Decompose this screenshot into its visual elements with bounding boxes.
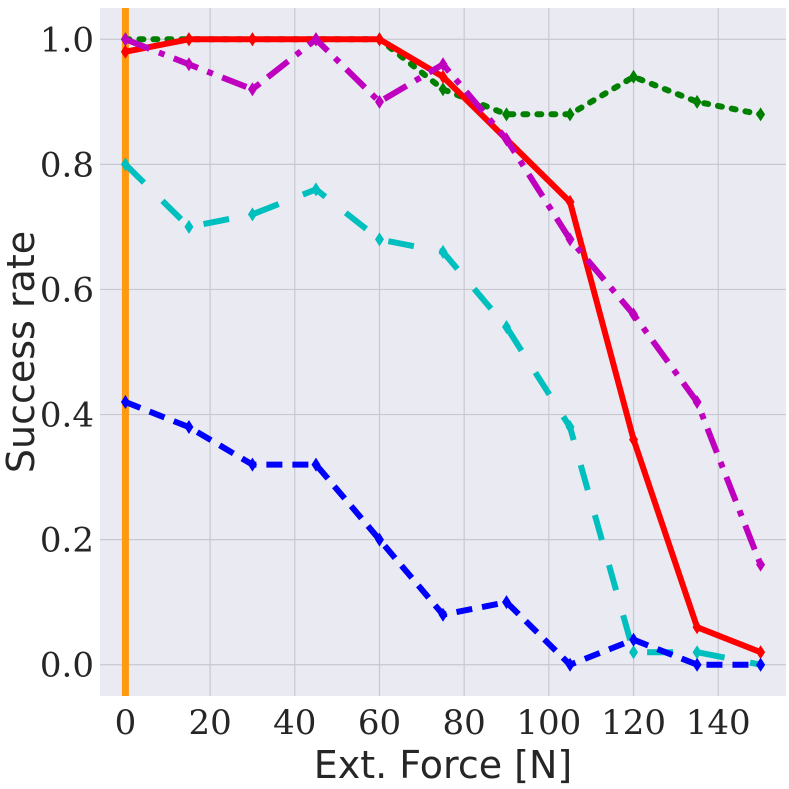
data-point: [565, 194, 575, 209]
data-point: [756, 657, 766, 672]
data-point: [120, 32, 130, 47]
data-point: [502, 595, 512, 610]
data-point: [565, 107, 575, 122]
x-tick-label: 40: [273, 703, 316, 743]
y-tick-labels: 0.0 0.2 0.4 0.6 0.8 1.0: [40, 20, 94, 685]
data-point: [247, 457, 257, 472]
data-point: [120, 157, 130, 172]
data-point: [629, 645, 639, 660]
x-tick-label: 100: [516, 703, 581, 743]
data-point: [629, 432, 639, 447]
x-tick-label: 80: [443, 703, 486, 743]
data-point: [438, 69, 448, 84]
data-point: [629, 69, 639, 84]
data-point: [184, 219, 194, 234]
data-point: [438, 244, 448, 259]
plot-background: [100, 8, 786, 696]
data-point: [629, 307, 639, 322]
x-tick-label: 120: [601, 703, 666, 743]
data-point: [438, 607, 448, 622]
data-point: [120, 44, 130, 59]
y-tick-label: 0.0: [40, 646, 94, 686]
data-point: [247, 82, 257, 97]
data-point: [311, 457, 321, 472]
data-point: [502, 132, 512, 147]
y-tick-label: 1.0: [40, 20, 94, 60]
data-point: [565, 420, 575, 435]
x-tick-label: 60: [358, 703, 401, 743]
data-point: [756, 107, 766, 122]
data-point: [692, 657, 702, 672]
data-point: [184, 32, 194, 47]
data-point: [692, 620, 702, 635]
y-tick-label: 0.4: [40, 396, 94, 436]
data-point: [374, 532, 384, 547]
data-point: [502, 107, 512, 122]
y-tick-label: 0.2: [40, 521, 94, 561]
x-tick-label: 0: [115, 703, 137, 743]
data-point: [692, 395, 702, 410]
data-point: [374, 32, 384, 47]
data-point: [629, 632, 639, 647]
data-point: [502, 319, 512, 334]
data-point: [120, 395, 130, 410]
y-tick-label: 0.8: [40, 145, 94, 185]
data-point: [374, 232, 384, 247]
x-tick-label: 140: [686, 703, 751, 743]
data-point: [565, 232, 575, 247]
data-point: [756, 557, 766, 572]
data-point: [438, 82, 448, 97]
data-point: [184, 420, 194, 435]
data-point: [565, 657, 575, 672]
series-layer: [120, 32, 766, 672]
y-axis-label: Success rate: [0, 231, 43, 473]
grid: [100, 8, 786, 696]
data-point: [247, 207, 257, 222]
data-point: [247, 32, 257, 47]
data-point: [692, 94, 702, 109]
series-2: [120, 32, 766, 572]
x-axis-label: Ext. Force [N]: [314, 743, 573, 787]
y-tick-label: 0.6: [40, 270, 94, 310]
data-point: [374, 94, 384, 109]
data-point: [692, 645, 702, 660]
data-point: [756, 645, 766, 660]
data-point: [311, 32, 321, 47]
series-4: [120, 395, 766, 672]
data-point: [311, 182, 321, 197]
data-point: [438, 57, 448, 72]
x-tick-labels: 0 20 40 60 80 100 120 140: [115, 703, 751, 743]
data-point: [184, 57, 194, 72]
x-tick-label: 20: [188, 703, 231, 743]
